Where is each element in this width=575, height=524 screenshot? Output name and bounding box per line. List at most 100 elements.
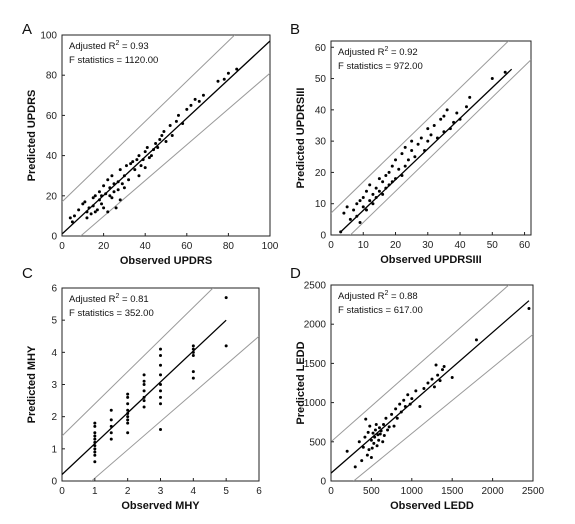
y-tick-label: 0 <box>320 231 326 242</box>
data-point <box>363 435 367 439</box>
data-point <box>365 453 369 457</box>
x-tick-label: 1000 <box>401 486 424 497</box>
data-point <box>191 350 195 354</box>
data-point <box>191 376 195 380</box>
data-point <box>201 93 205 97</box>
data-point <box>102 184 106 188</box>
data-point <box>474 338 478 342</box>
upper-prediction-band <box>331 41 509 214</box>
data-point <box>160 134 164 137</box>
data-point <box>368 199 372 203</box>
data-point <box>355 202 359 206</box>
data-point <box>126 395 130 399</box>
data-point <box>129 162 133 166</box>
data-point <box>435 136 439 140</box>
data-point <box>159 354 162 358</box>
data-point <box>418 405 422 409</box>
y-tick-label: 1000 <box>304 398 327 409</box>
data-point <box>441 368 445 372</box>
data-point <box>104 192 108 196</box>
y-tick-label: 80 <box>46 71 58 82</box>
data-point <box>193 97 197 101</box>
data-point <box>93 194 97 198</box>
data-point <box>403 405 407 409</box>
data-point <box>374 423 378 427</box>
data-point <box>133 168 137 172</box>
data-point <box>224 296 228 300</box>
data-point <box>430 377 434 381</box>
data-point <box>110 174 114 178</box>
data-point <box>413 155 417 159</box>
data-point <box>414 389 418 393</box>
x-tick-label: 40 <box>454 240 466 251</box>
data-point <box>126 431 130 435</box>
data-point <box>387 425 391 429</box>
y-axis-label: Predicted MHY <box>26 345 38 423</box>
plot-a: 0 20 40 60 80 100 0 20 40 60 80 100 Observed UPDRS Pr… <box>26 31 279 268</box>
data-point <box>434 363 438 367</box>
panel-b: B 0 10 20 30 40 50 60 0 10 20 30 40 50 60 Observed UPD… <box>290 21 532 266</box>
data-point <box>191 354 195 358</box>
data-point <box>159 363 162 367</box>
data-point <box>373 435 377 439</box>
data-point <box>366 430 370 434</box>
data-point <box>382 434 386 438</box>
data-point <box>191 347 195 351</box>
data-point <box>390 180 394 184</box>
data-point <box>468 95 472 99</box>
data-point <box>422 386 426 390</box>
data-point <box>355 214 359 218</box>
data-point <box>93 450 97 454</box>
data-point <box>377 438 381 442</box>
r2-label: Adjusted R <box>338 47 385 58</box>
panel-d: D 0 500 1000 1500 2000 2500 0 500 1000 1500 2000 25… <box>290 265 545 512</box>
x-axis-label: Observed MHY <box>121 500 200 512</box>
data-point <box>85 216 89 220</box>
data-point <box>112 182 116 186</box>
lower-prediction-band <box>80 72 270 236</box>
data-point <box>400 174 404 178</box>
r2-value: = 0.92 <box>388 47 417 58</box>
fit-line <box>331 300 530 474</box>
r2-value: = 0.81 <box>119 294 148 305</box>
data-point <box>185 107 189 111</box>
data-point <box>158 138 162 142</box>
data-point <box>126 408 130 412</box>
data-point <box>426 127 430 131</box>
r2-label: Adjusted R <box>69 294 116 305</box>
data-point <box>159 347 162 351</box>
data-point <box>224 344 228 348</box>
data-point <box>458 117 462 121</box>
data-point <box>159 373 162 377</box>
x-tick-label: 50 <box>487 240 499 251</box>
panel-c: C 0 1 2 3 4 5 6 0 1 2 3 4 5 6 Observed MHY Predicted MH… <box>22 265 262 512</box>
data-point <box>403 164 407 168</box>
data-point <box>112 190 116 194</box>
y-tick-label: 4 <box>51 348 57 359</box>
data-point <box>93 440 97 444</box>
data-point <box>85 210 89 214</box>
data-point <box>93 421 97 425</box>
data-point <box>384 186 388 190</box>
data-point <box>170 134 174 137</box>
r2-annotation: Adjusted R2 = 0.92 <box>338 46 418 58</box>
x-tick-label: 0 <box>328 486 334 497</box>
data-point <box>410 397 414 401</box>
r2-superscript: 2 <box>115 293 119 300</box>
upper-prediction-band <box>62 288 214 437</box>
data-point <box>357 440 361 444</box>
data-point <box>352 208 356 212</box>
data-point <box>156 146 160 150</box>
data-point <box>394 158 398 162</box>
data-point <box>416 142 420 146</box>
r2-superscript: 2 <box>384 46 388 53</box>
data-point <box>181 121 185 125</box>
data-point <box>399 410 403 414</box>
data-point <box>189 103 193 107</box>
data-point <box>400 152 404 156</box>
data-point <box>384 416 388 420</box>
data-point <box>68 216 72 220</box>
x-tick-label: 1 <box>92 486 98 497</box>
data-point <box>397 167 401 171</box>
data-point <box>235 67 239 71</box>
